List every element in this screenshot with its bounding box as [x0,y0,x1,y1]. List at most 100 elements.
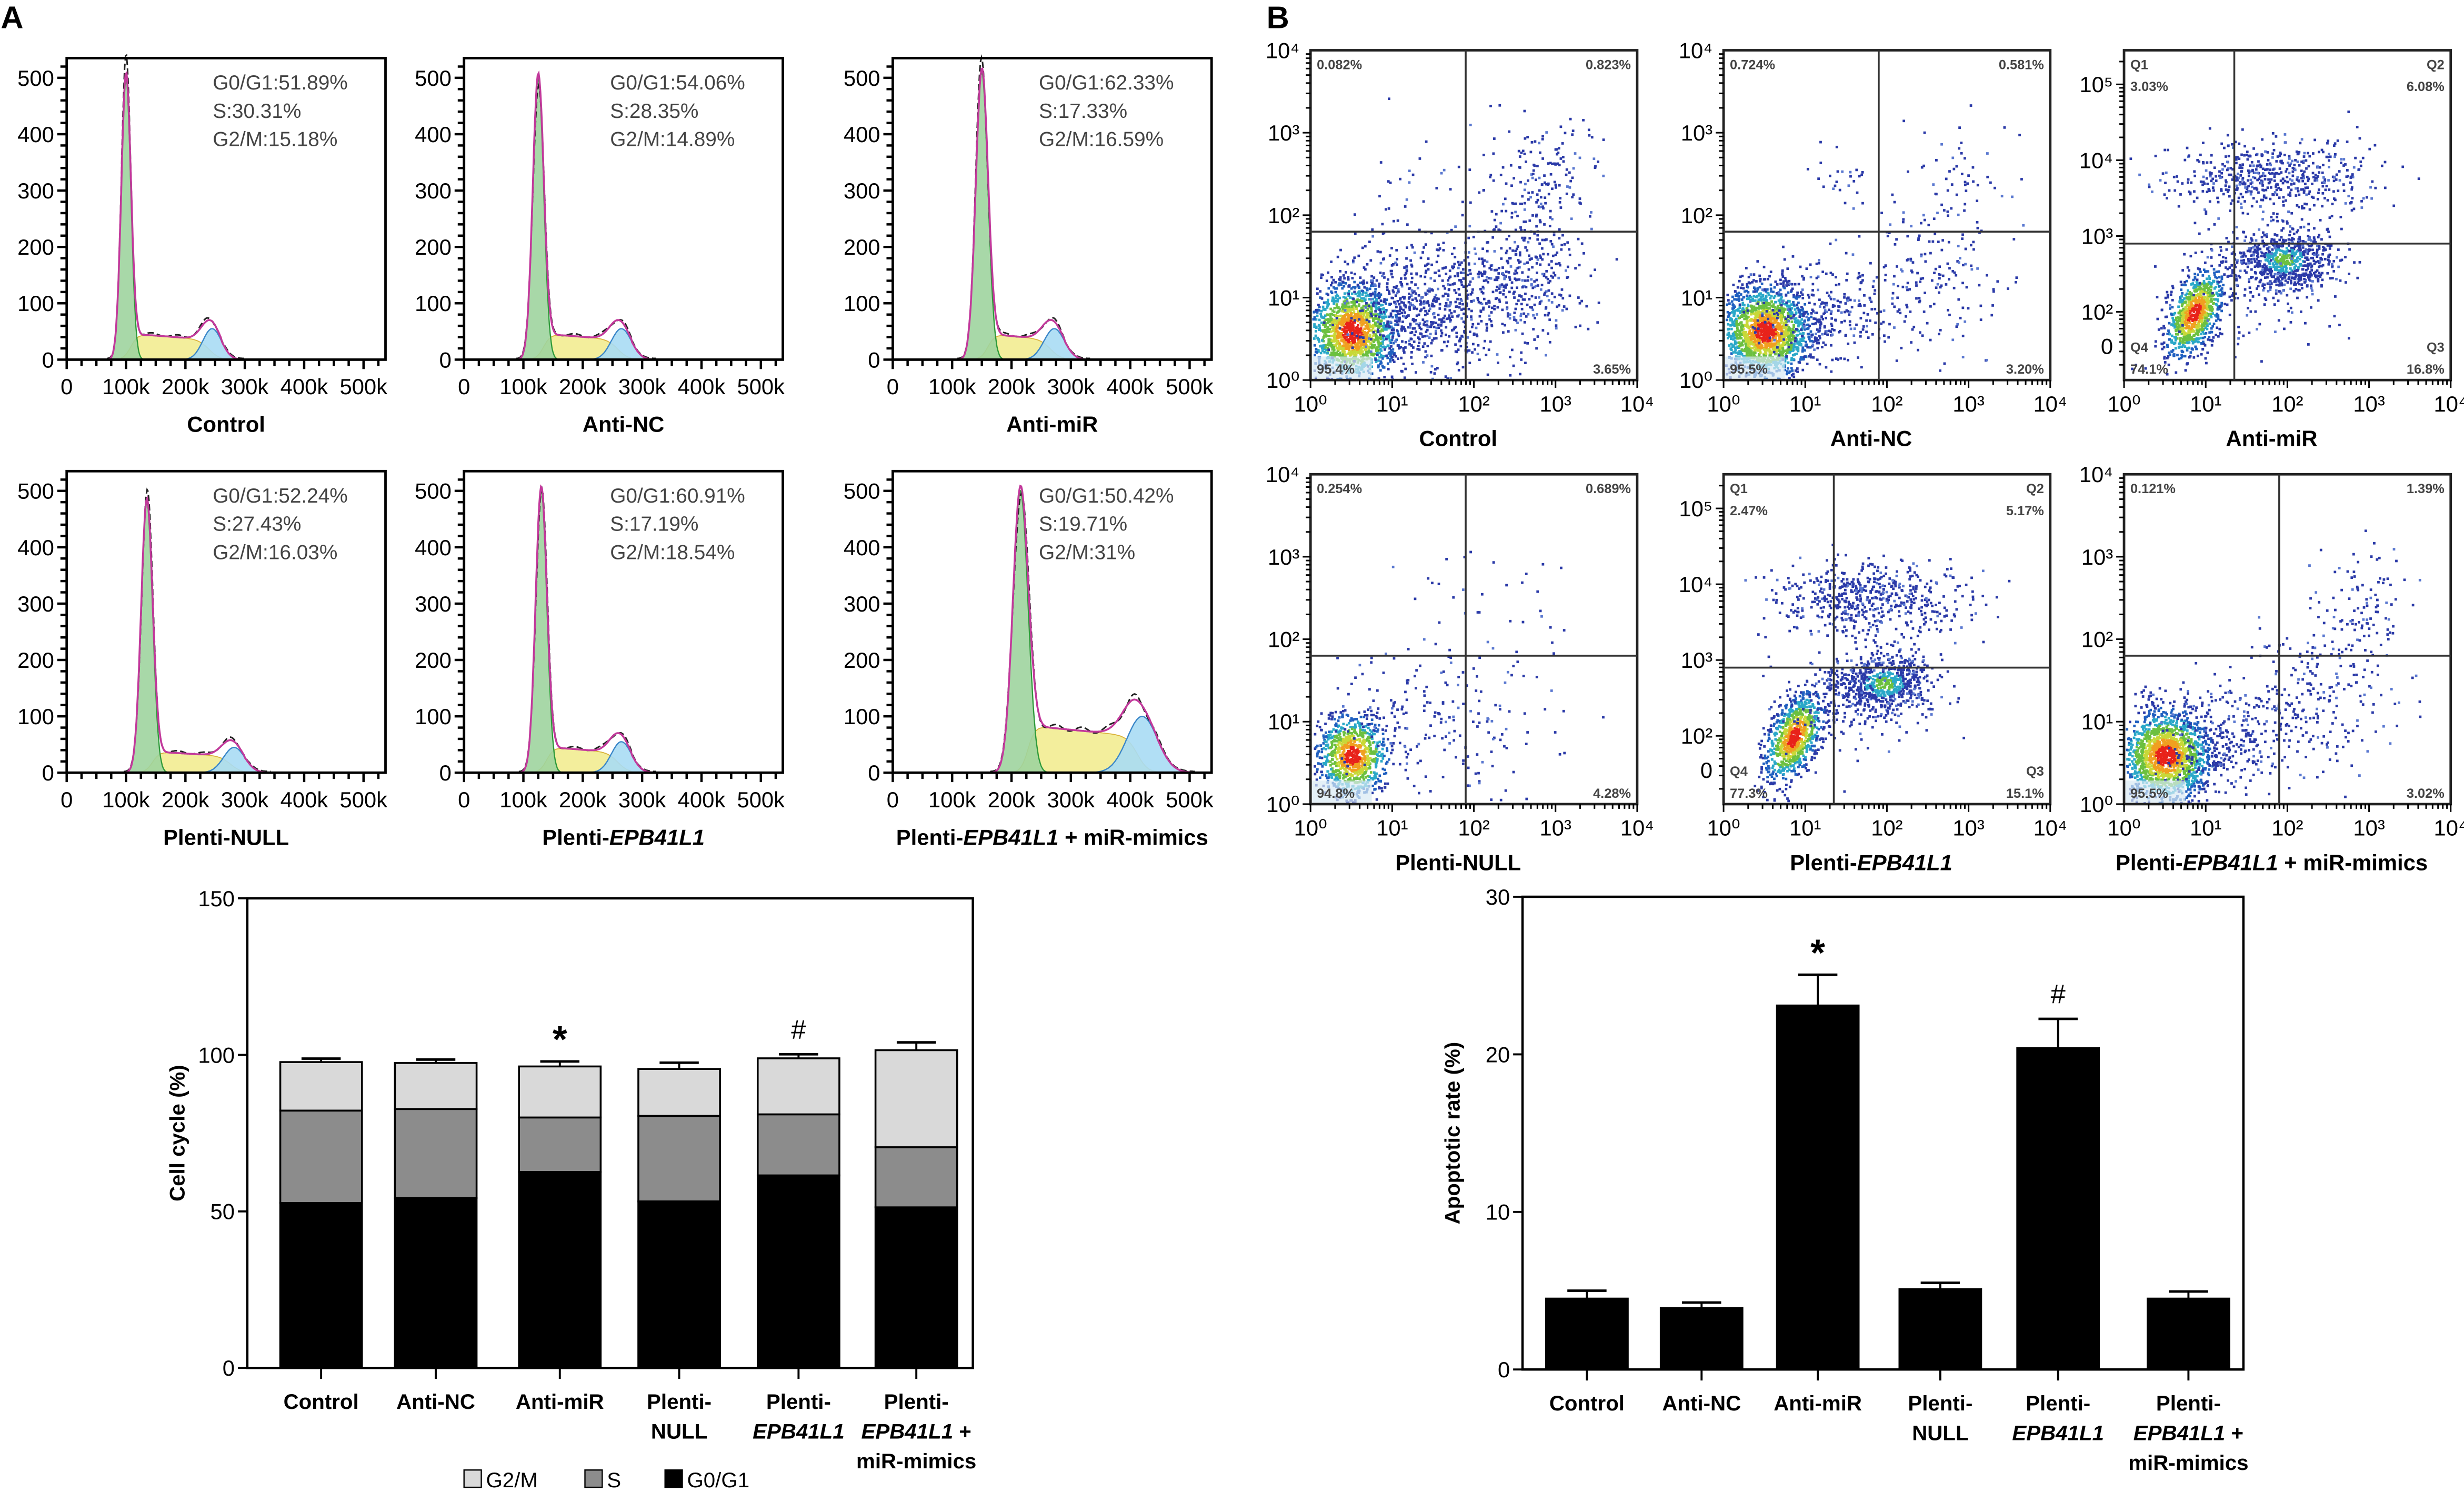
event-dot [1320,321,1323,324]
event-dot [1363,318,1366,322]
event-dot [1775,321,1778,324]
quadrant-percent: 3.65% [1593,362,1631,377]
event-dot [1438,247,1441,250]
event-dot [1754,351,1757,354]
event-dot [1375,279,1378,282]
event-dot [1860,366,1863,369]
y-tick-label: 400 [415,122,452,147]
event-dot [1532,314,1535,317]
event-dot [1740,321,1743,324]
event-dot [1400,325,1404,328]
event-dot [1369,294,1373,297]
event-dot [1787,343,1790,346]
event-dot [1590,211,1592,214]
event-dot [1424,243,1427,246]
event-dot [1814,312,1817,314]
event-dot [1313,323,1316,326]
event-dot [1557,304,1560,307]
event-dot [1335,345,1338,347]
event-dot [1413,319,1416,323]
event-dot [1359,351,1362,354]
event-dot [1830,317,1834,320]
event-dot [1431,322,1434,325]
event-dot [1762,302,1766,305]
event-dot [1491,291,1495,294]
event-dot [1749,332,1752,335]
title-part: Anti-NC [583,412,664,437]
event-dot [1354,336,1357,339]
event-dot [1510,286,1514,289]
event-dot [1871,333,1874,336]
event-dot [1374,288,1377,291]
event-dot [1466,297,1469,300]
event-dot [1375,321,1378,324]
event-dot [1781,334,1784,336]
event-dot [1383,327,1385,331]
event-dot [1320,339,1324,342]
event-dot [1784,316,1786,319]
event-dot [1372,334,1375,337]
event-dot [1756,321,1759,324]
event-dot [1738,305,1741,308]
event-dot [1540,183,1544,186]
event-dot [1469,331,1471,333]
event-dot [1566,265,1569,268]
event-dot [1489,264,1493,267]
event-dot [1454,275,1457,278]
event-dot [1374,310,1377,313]
event-dot [1566,185,1569,188]
event-dot [1409,326,1411,329]
event-dot [1776,324,1779,327]
event-dot [1739,334,1741,337]
event-dot [1781,275,1785,278]
event-dot [1495,225,1498,228]
event-dot [1546,277,1549,281]
event-dot [1791,343,1795,346]
event-dot [1346,263,1349,266]
event-dot [1384,355,1387,357]
event-dot [1388,347,1391,350]
event-dot [1446,231,1449,234]
event-dot [1353,311,1356,314]
event-dot [1769,271,1772,273]
event-dot [1499,229,1502,232]
event-dot [1375,361,1378,363]
event-dot [1798,315,1801,318]
event-dot [1797,322,1800,325]
event-dot [1801,358,1805,361]
event-dot [1815,312,1818,314]
event-dot [1364,333,1366,336]
event-dot [1788,377,1791,379]
event-dot [1508,291,1511,294]
event-dot [1779,353,1782,356]
event-dot [1344,282,1347,285]
event-dot [1765,310,1768,313]
event-dot [1556,162,1559,165]
event-dot [1359,327,1363,330]
event-dot [1812,310,1815,313]
event-dot [1365,292,1368,295]
event-dot [1880,322,1883,325]
event-dot [1530,173,1533,176]
event-dot [1347,324,1349,327]
event-dot [1742,315,1746,318]
event-dot [1325,292,1328,295]
event-dot [1785,324,1788,326]
event-dot [1454,325,1457,328]
event-dot [1543,223,1546,226]
event-dot [1449,320,1451,323]
event-dot [1330,319,1333,323]
event-dot [1792,324,1795,327]
event-dot [1385,315,1388,318]
event-dot [1789,315,1792,318]
event-dot [1748,294,1751,297]
event-dot [1549,239,1552,243]
event-dot [1340,323,1343,326]
event-dot [1547,182,1550,185]
event-dot [1397,357,1399,360]
event-dot [1547,193,1550,196]
event-dot [1395,286,1397,289]
event-dot [1799,323,1802,326]
event-dot [1477,301,1480,304]
event-dot [1769,349,1772,352]
